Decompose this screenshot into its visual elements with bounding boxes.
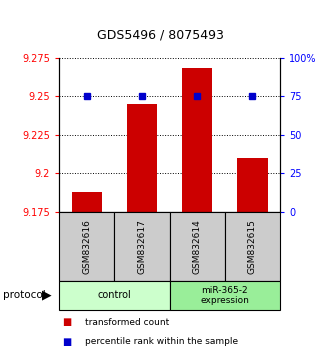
Text: percentile rank within the sample: percentile rank within the sample (85, 337, 238, 346)
Text: miR-365-2
expression: miR-365-2 expression (200, 286, 249, 305)
Text: ■: ■ (62, 317, 72, 327)
Bar (127, 104, 157, 212)
Text: GSM832615: GSM832615 (248, 219, 257, 274)
Text: transformed count: transformed count (85, 318, 169, 327)
Text: ▶: ▶ (42, 289, 51, 302)
Text: control: control (98, 290, 131, 300)
Bar (72, 192, 102, 212)
Text: GSM832616: GSM832616 (82, 219, 91, 274)
Text: protocol: protocol (3, 290, 46, 300)
Text: GSM832614: GSM832614 (193, 219, 202, 274)
Text: GSM832617: GSM832617 (138, 219, 147, 274)
Text: ■: ■ (62, 337, 72, 347)
Text: GDS5496 / 8075493: GDS5496 / 8075493 (97, 28, 223, 41)
Bar (237, 158, 268, 212)
Bar (182, 68, 212, 212)
